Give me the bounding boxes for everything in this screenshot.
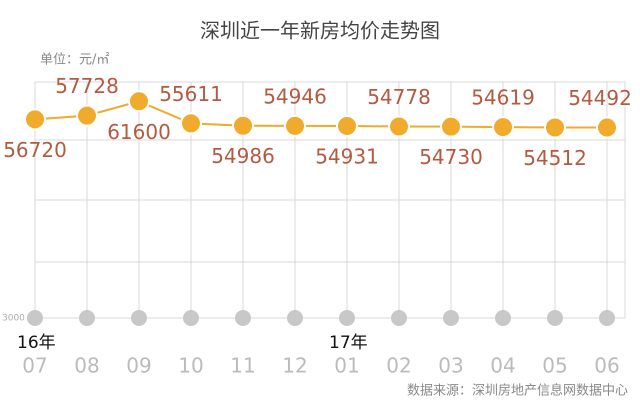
point (180, 112, 202, 135)
axis-dot (547, 310, 563, 326)
value-label: 54619 (471, 86, 535, 110)
axis-dot (443, 310, 459, 326)
value-label: 55611 (159, 82, 223, 106)
point (128, 90, 150, 113)
x-tick-label: 11 (230, 354, 255, 378)
axis-dot (183, 310, 199, 326)
x-tick-label: 10 (178, 354, 203, 378)
value-label: 56720 (3, 138, 67, 162)
axis-dot (235, 310, 251, 326)
point (388, 115, 410, 138)
value-label: 54778 (367, 85, 431, 109)
value-label: 57728 (55, 74, 119, 98)
value-label: 54492 (568, 86, 632, 110)
x-tick-label: 03 (438, 354, 463, 378)
value-label: 54512 (523, 146, 587, 170)
axis-dot (287, 310, 303, 326)
x-tick-label: 07 (22, 354, 47, 378)
axis-dot (339, 310, 355, 326)
axis-dot (27, 310, 43, 326)
year-label: 17年 (329, 333, 368, 353)
x-tick-label: 01 (334, 354, 359, 378)
point (24, 108, 46, 131)
point (492, 116, 514, 139)
grid (35, 81, 625, 263)
point (284, 114, 306, 137)
x-tick-label: 12 (282, 354, 307, 378)
x-tick-label: 05 (542, 354, 567, 378)
axis-dot (391, 310, 407, 326)
x-tick-label: 02 (386, 354, 411, 378)
year-label: 16年 (17, 333, 56, 353)
value-label: 54986 (211, 144, 275, 168)
y-tick-label: 3000 (2, 314, 25, 324)
source: 数据来源：深圳房地产信息网数据中心 (407, 383, 628, 399)
value-label: 54946 (263, 84, 327, 108)
axis-dot (599, 310, 615, 326)
point (232, 114, 254, 137)
x-tick-label: 09 (126, 354, 151, 378)
point (440, 115, 462, 138)
axis-dot (79, 310, 95, 326)
value-label: 54730 (419, 145, 483, 169)
axis-dot (495, 310, 511, 326)
point (76, 104, 98, 127)
point (596, 116, 618, 139)
unit-label: 单位：元/㎡ (40, 53, 109, 68)
x-tick-label: 08 (74, 354, 99, 378)
value-label: 61600 (107, 120, 171, 144)
value-label: 54931 (315, 144, 379, 168)
x-tick-label: 04 (490, 354, 515, 378)
chart-title: 深圳近一年新房均价走势图 (200, 19, 440, 43)
axis-dot (131, 310, 147, 326)
point (544, 116, 566, 139)
x-tick-label: 06 (594, 354, 619, 378)
point (336, 114, 358, 137)
